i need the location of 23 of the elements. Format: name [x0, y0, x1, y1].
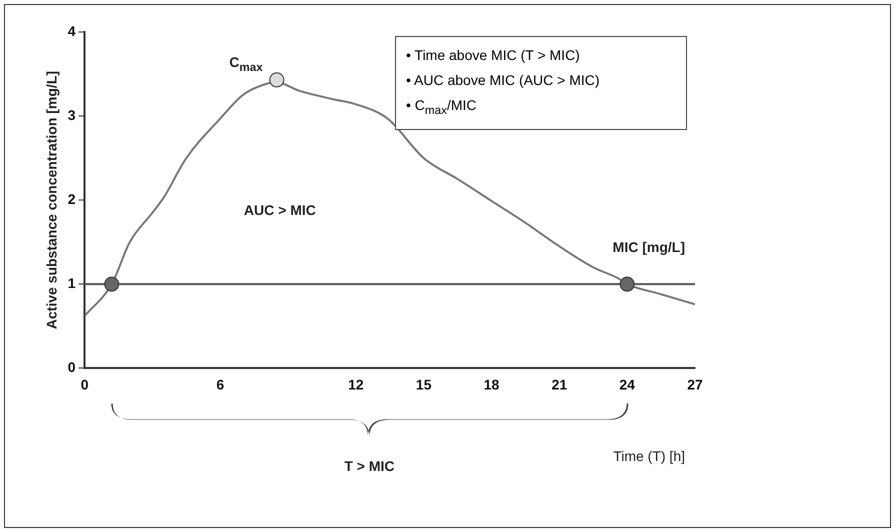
x-tick-label: 27	[687, 376, 703, 392]
annotation: AUC > MIC	[244, 202, 316, 218]
text: T > MIC	[344, 458, 395, 474]
annotation: • AUC above MIC (AUC > MIC)	[406, 71, 601, 90]
ref-line-label: MIC [mg/L]	[612, 239, 685, 256]
annotation: C$_{max}$	[229, 54, 263, 74]
x-tick-label: 24	[619, 376, 636, 392]
note-box: • Time above MIC (T > MIC) • AUC above MIC (AUC > MIC) • C$_{max}$/MIC	[395, 36, 687, 130]
x-axis-title: Time (T) [h]	[613, 448, 685, 464]
x-tick-label: 21	[552, 376, 568, 392]
x-tick-label: 0	[80, 376, 89, 392]
y-tick-label: 2	[68, 190, 76, 207]
y-tick-label: 1	[68, 275, 76, 292]
y-tick-label: 4	[68, 22, 76, 39]
x-tick-label: 6	[216, 376, 224, 392]
annotation: • C$_{max}$/MIC	[406, 96, 478, 119]
y-tick-label: 0	[68, 359, 76, 376]
y-tick-label: 3	[68, 106, 76, 123]
x-tick-label: 15	[416, 376, 432, 392]
y-axis-title: Active substance concentration [mg/L]	[43, 70, 60, 330]
x-tick-label: 18	[484, 376, 500, 392]
x-tick-label: 12	[348, 376, 364, 392]
annotation: • Time above MIC (T > MIC)	[406, 46, 581, 65]
